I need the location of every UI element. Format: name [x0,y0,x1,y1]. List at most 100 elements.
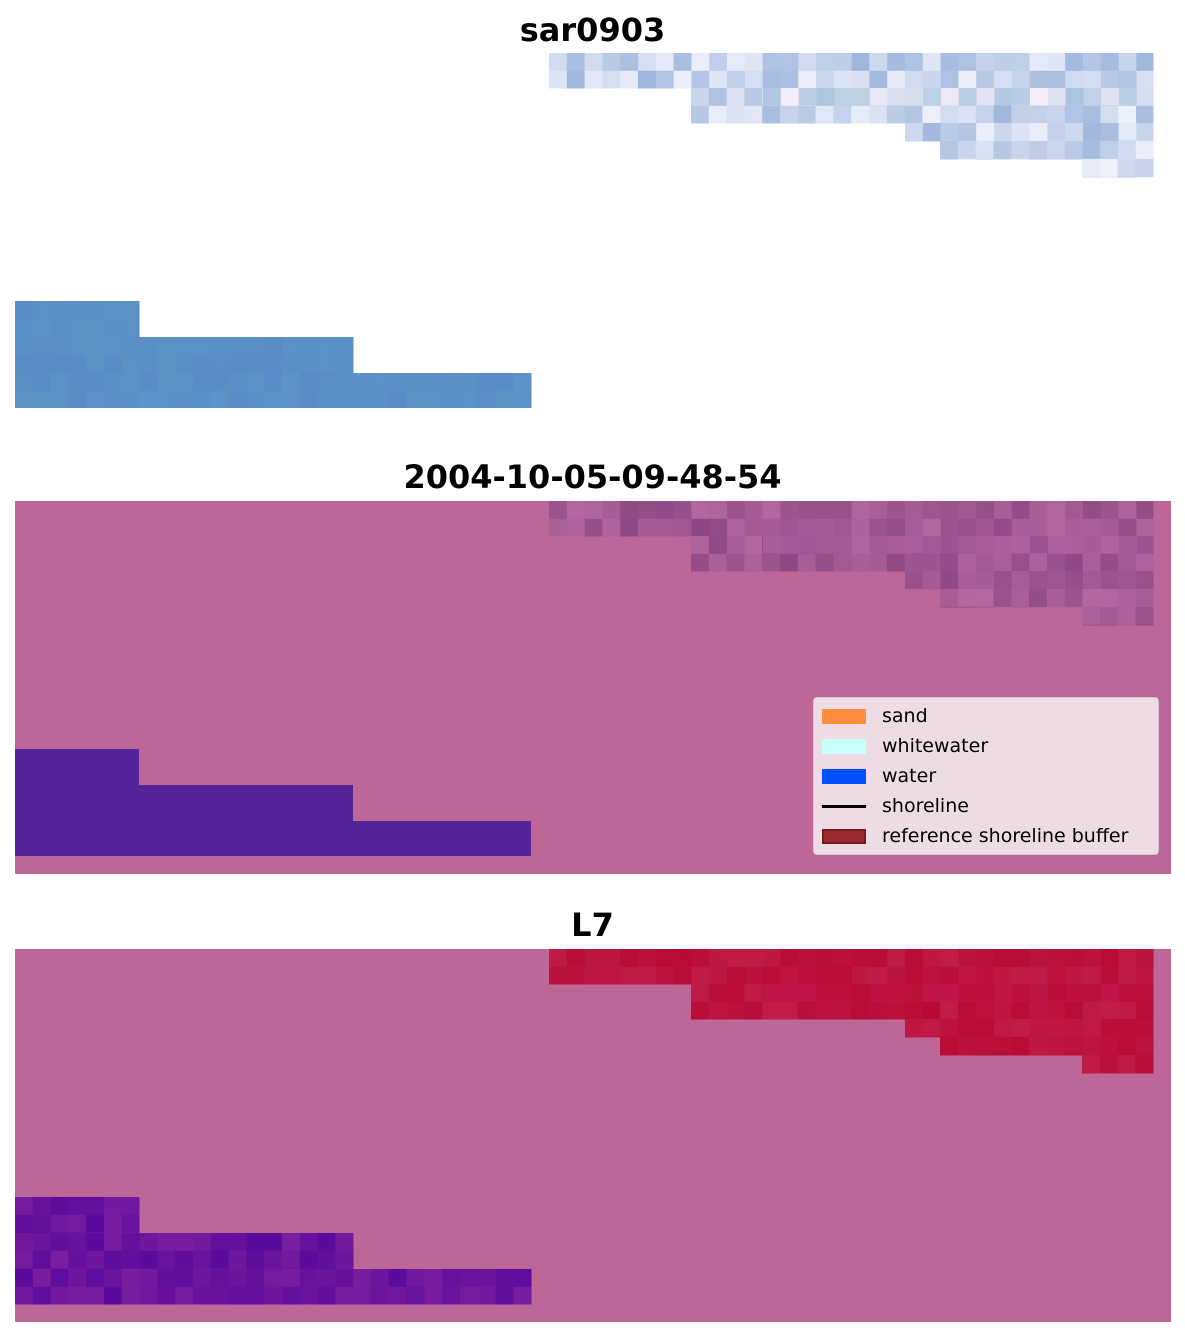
water-region [15,749,139,785]
land-pixel [816,88,835,106]
sea-pixel [495,373,514,392]
land-pixel [780,518,799,537]
land-pixel [904,1001,923,1020]
land-pixel [1117,624,1136,626]
land-pixel [922,518,942,537]
land-pixel [1065,984,1084,1002]
sea-pixel [32,390,52,408]
land-pixel [1083,984,1102,1002]
sea-pixel [424,1286,443,1305]
land-pixel [940,123,959,142]
legend-label-whitewater: whitewater [882,735,989,757]
sea-pixel [442,1269,461,1288]
land-pixel [1047,536,1067,554]
sea-pixel [299,354,319,374]
sea-pixel [210,373,230,392]
land-pixel [708,1001,728,1020]
land-pixel [566,966,586,985]
land-pixel [1065,1019,1084,1038]
land-pixel [1011,606,1030,608]
land-pixel [1064,589,1083,608]
land-pixel [1083,1019,1102,1038]
land-pixel [1082,1055,1101,1074]
land-pixel [834,88,853,106]
sea-pixel [210,354,230,374]
land-pixel [797,1001,817,1020]
sea-pixel [50,1197,69,1216]
sea-pixel [264,1250,283,1270]
sea-pixel [175,354,194,374]
sea-pixel [15,301,34,320]
sea-pixel [50,1214,69,1234]
legend-item-reference-buffer: reference shoreline buffer [822,825,1128,847]
sea-pixel [86,1286,105,1305]
land-pixel [1117,1072,1136,1074]
land-pixel [566,518,586,537]
sea-pixel [264,354,283,374]
land-pixel [673,966,692,985]
land-pixel [1029,1054,1048,1056]
sea-pixel [264,373,283,392]
land-pixel [1135,1037,1154,1056]
land-pixel [780,966,799,985]
land-pixel [1065,70,1084,89]
land-pixel [1047,123,1066,142]
land-pixel [1118,141,1137,160]
land-pixel [958,518,977,537]
land-pixel [1064,606,1083,608]
land-pixel [957,1037,977,1056]
land-pixel [958,949,977,968]
sea-pixel [32,373,52,392]
sea-pixel [371,1269,390,1288]
land-pixel [975,141,994,160]
sea-pixel [86,1233,105,1252]
land-pixel [1011,53,1031,72]
sea-pixel [193,390,212,408]
sea-pixel [15,1269,34,1288]
land-pixel [602,501,621,520]
sea-pixel [353,373,372,392]
land-pixel [815,1001,834,1020]
sea-pixel [264,1269,283,1288]
land-pixel [976,70,995,89]
sea-pixel [139,390,158,408]
sea-pixel [335,1233,354,1252]
land-pixel [655,949,675,968]
sea-pixel [68,1197,87,1216]
land-pixel [798,518,817,537]
land-pixel [852,984,871,1002]
land-pixel [1083,88,1102,106]
land-pixel [1082,141,1101,160]
land-pixel [1046,141,1066,160]
land-pixel [993,158,1012,160]
land-pixel [727,53,746,72]
land-pixel [975,1054,994,1056]
land-pixel [1118,105,1137,124]
land-pixel [798,53,817,72]
sea-pixel [50,390,69,408]
land-pixel [1029,1001,1048,1020]
land-pixel [1047,553,1066,572]
land-pixel [922,501,942,520]
sea-pixel [513,373,532,392]
land-pixel [1100,70,1120,89]
land-pixel [744,984,763,1003]
land-pixel [762,949,781,968]
land-pixel [798,536,817,554]
sea-pixel [388,1286,408,1305]
land-pixel [1011,501,1031,520]
sea-pixel [477,1286,497,1305]
land-pixel [1082,105,1101,124]
sea-pixel [68,1250,87,1270]
sea-pixel [282,354,301,374]
land-pixel [780,536,800,554]
land-pixel [1065,571,1084,590]
sea-pixel [121,1269,141,1288]
land-pixel [869,553,888,572]
sea-pixel [139,1233,158,1252]
sea-pixel [460,1269,479,1288]
sea-pixel [299,1286,319,1305]
land-pixel [1135,607,1154,626]
sea-pixel [121,1233,141,1252]
land-pixel [1135,176,1154,178]
